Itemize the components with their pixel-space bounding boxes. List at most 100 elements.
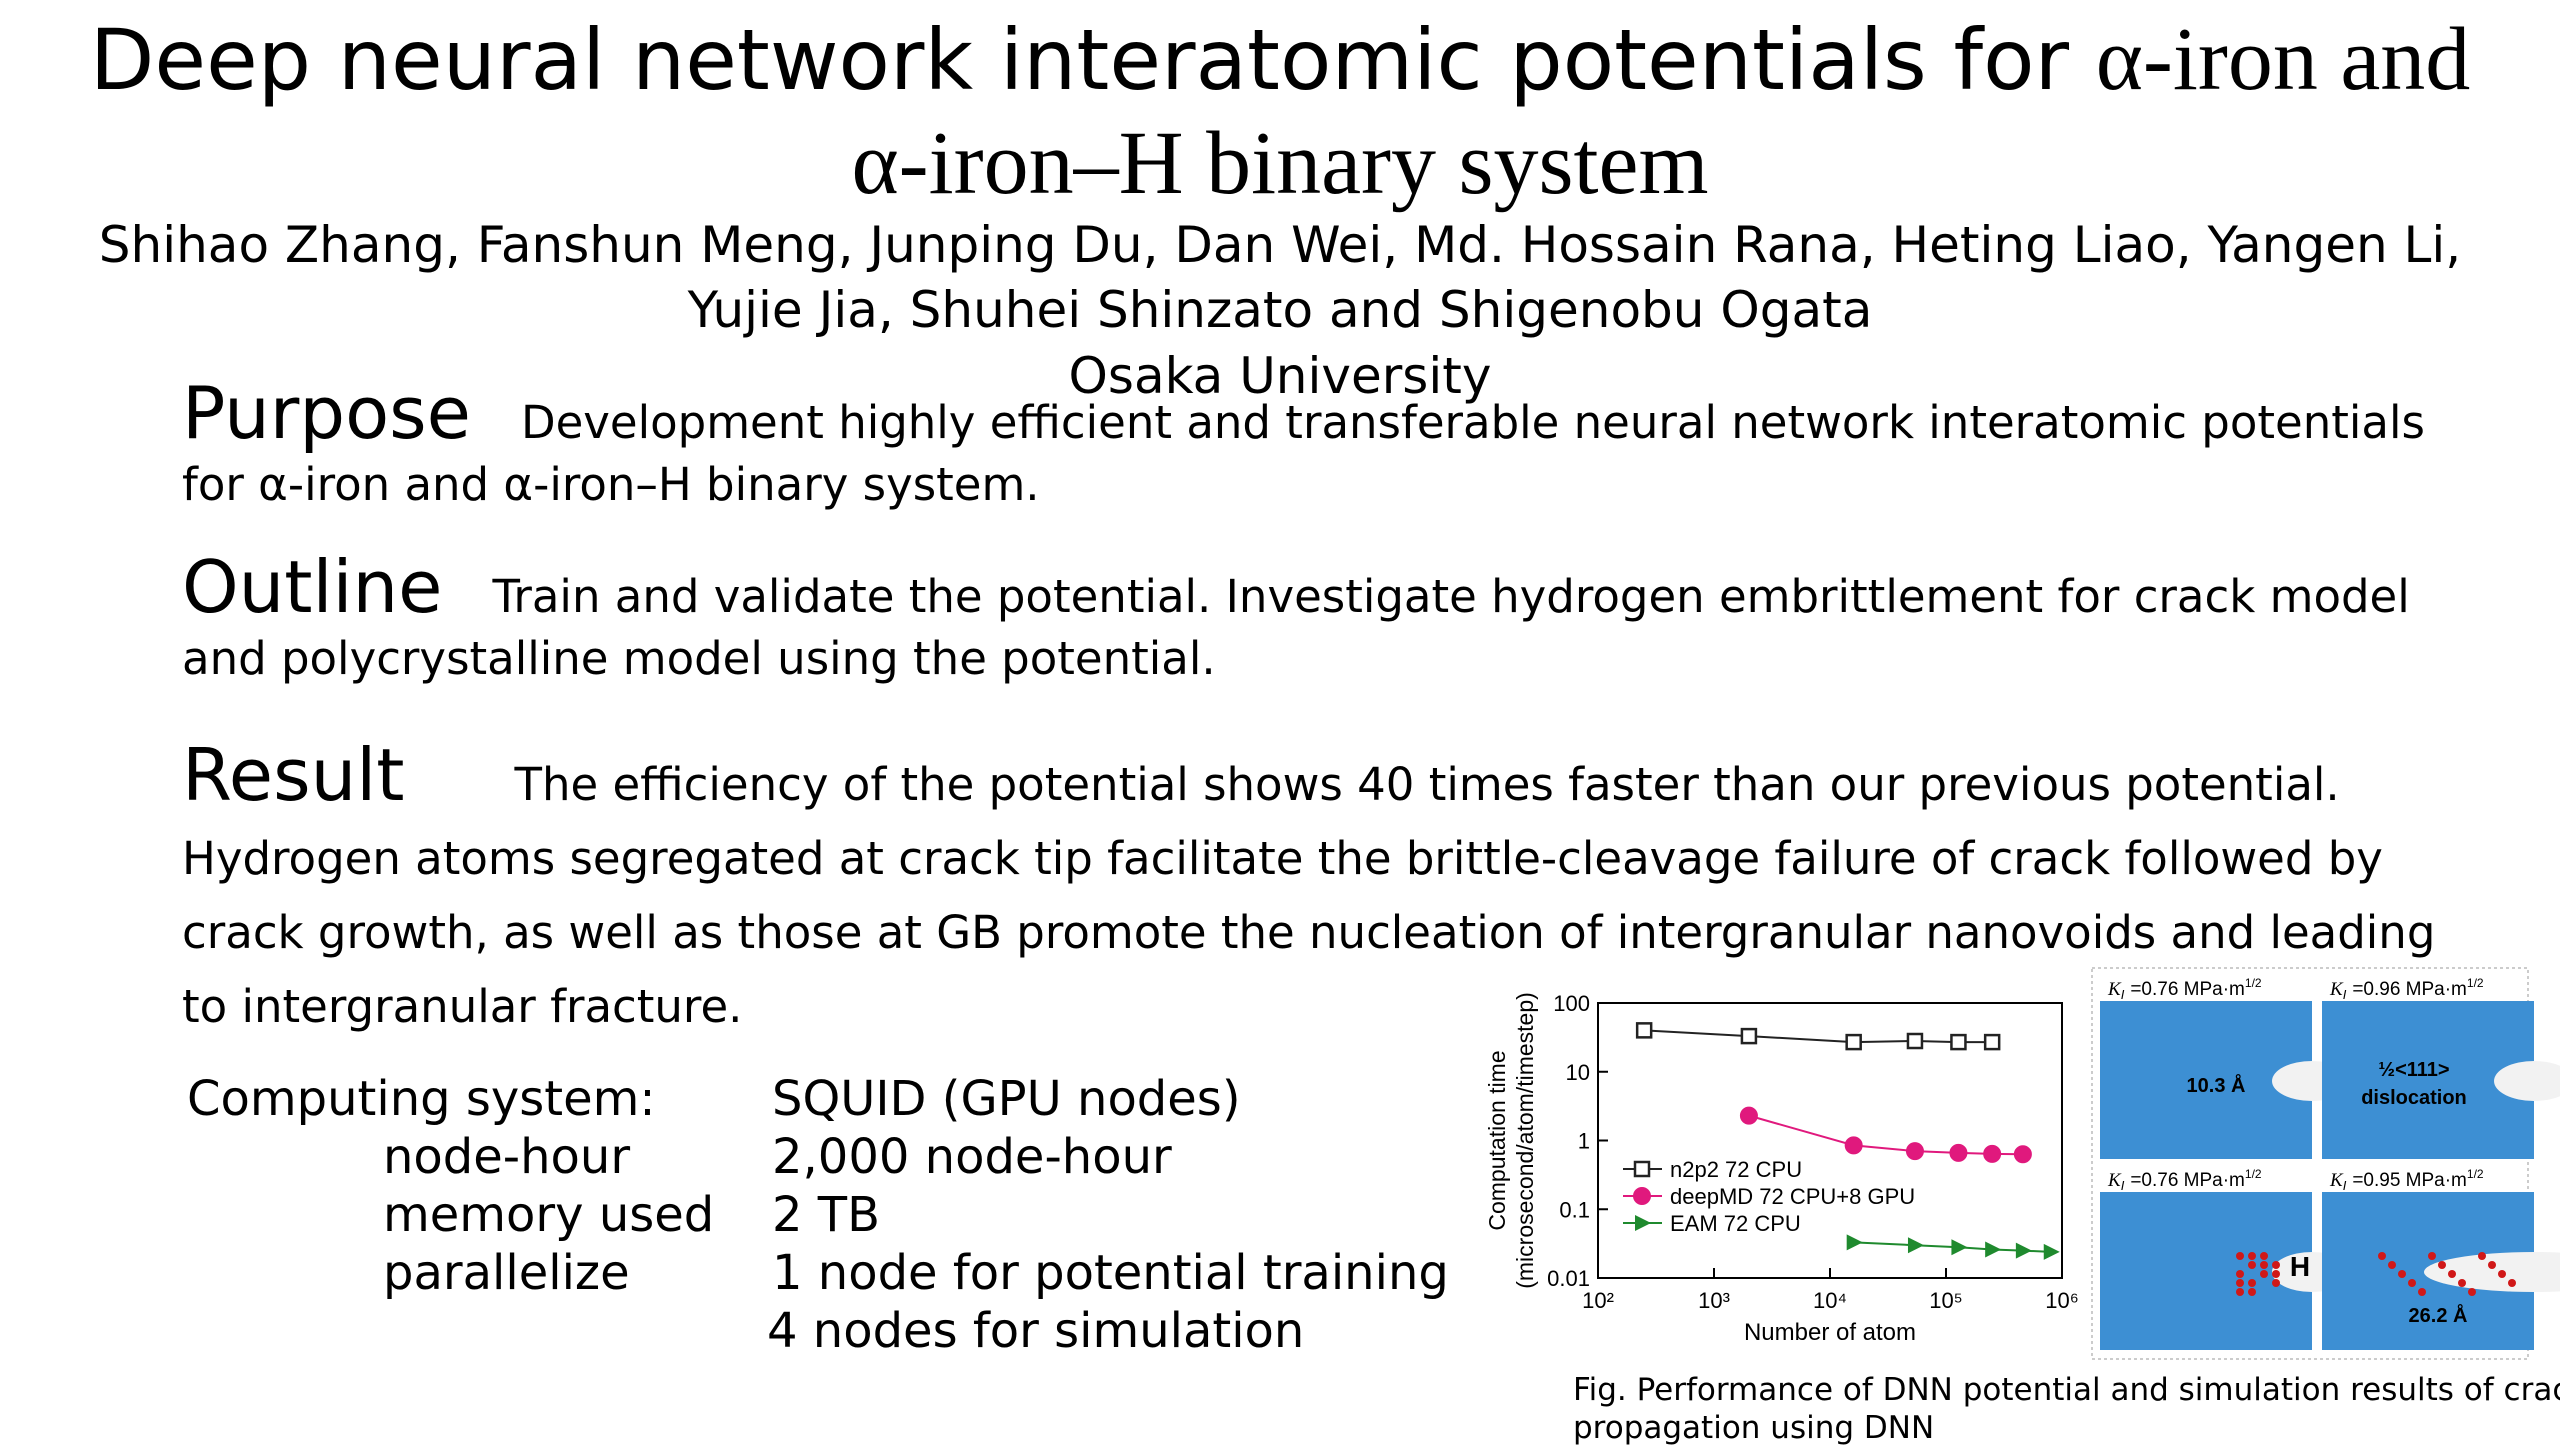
computing-value: 2 TB xyxy=(772,1187,881,1243)
legend-marker xyxy=(1635,1215,1651,1231)
h-atom xyxy=(2236,1270,2244,1278)
caption: Fig. Performance of DNN potential and si… xyxy=(1573,1372,2560,1408)
series-line xyxy=(1644,1029,1993,1044)
h-atom xyxy=(2236,1288,2244,1296)
panel-label-sup: 1/2 xyxy=(2467,976,2484,990)
computing-label: memory used xyxy=(383,1187,715,1243)
computing-value: SQUID (GPU nodes) xyxy=(772,1071,1241,1127)
h-atom xyxy=(2428,1252,2436,1260)
panel-label-sub: I xyxy=(2343,987,2347,1002)
section-text: Train and validate the potential. Invest… xyxy=(182,570,2410,685)
title: α-iron–H binary system xyxy=(851,114,1709,213)
h-atom xyxy=(2378,1252,2386,1260)
legend-marker xyxy=(1633,1187,1651,1205)
panel-label-sup: 1/2 xyxy=(2245,1167,2262,1181)
h-atom xyxy=(2508,1279,2516,1287)
h-atom xyxy=(2260,1252,2268,1260)
h-atom xyxy=(2418,1288,2426,1296)
crack xyxy=(2494,1061,2560,1101)
panel-label: KI =0.76 MPa·m1/2 xyxy=(2107,1167,2262,1193)
section: Outline Train and validate the potential.… xyxy=(182,551,2482,690)
data-point xyxy=(1949,1143,1968,1162)
h-atom xyxy=(2478,1252,2486,1260)
data-point xyxy=(1985,1241,2002,1258)
h-atom xyxy=(2260,1270,2268,1278)
panel-label-value: =0.95 MPa·m xyxy=(2352,1170,2467,1191)
affiliation: Osaka University xyxy=(1068,347,1492,405)
panel-frame xyxy=(2091,967,2529,1360)
section-heading: Purpose xyxy=(182,371,471,455)
panel-label-sub: I xyxy=(2343,1178,2347,1193)
data-point xyxy=(1907,1237,1924,1254)
legend-label: EAM 72 CPU xyxy=(1670,1211,1801,1236)
legend-label: deepMD 72 CPU+8 GPU xyxy=(1670,1184,1915,1209)
data-point xyxy=(1740,1027,1758,1045)
authors: Yujie Jia, Shuhei Shinzato and Shigenobu… xyxy=(687,281,1873,339)
panel-label: KI =0.76 MPa·m1/2 xyxy=(2107,976,2262,1002)
h-atom xyxy=(2468,1288,2476,1296)
legend-label: n2p2 72 CPU xyxy=(1670,1157,1802,1182)
h-atom xyxy=(2272,1261,2280,1269)
x-tick-label: 10⁴ xyxy=(1813,1288,1847,1313)
y-axis-label: (microsecond/atom/timestep) xyxy=(1512,992,1538,1289)
x-tick-label: 10⁵ xyxy=(1929,1288,1963,1313)
section-heading: Outline xyxy=(182,545,443,629)
data-point xyxy=(1845,1033,1862,1051)
computing-label: parallelize xyxy=(383,1245,630,1301)
title: Deep neural network interatomic potentia… xyxy=(89,11,2070,109)
panel-label-sub: I xyxy=(2121,1178,2125,1193)
data-point xyxy=(1905,1142,1924,1161)
panel-label-sup: 1/2 xyxy=(2467,1167,2484,1181)
panel-label-value: =0.76 MPa·m xyxy=(2130,979,2245,1000)
x-tick-label: 10⁶ xyxy=(2045,1288,2079,1313)
data-point xyxy=(1951,1239,1968,1256)
data-point xyxy=(1983,1033,2001,1051)
computing-value: 1 node for potential training xyxy=(772,1245,1449,1301)
h-atom xyxy=(2408,1279,2416,1287)
authors: Shihao Zhang, Fanshun Meng, Junping Du, … xyxy=(98,216,2462,274)
panel-label-sub: I xyxy=(2121,987,2125,1002)
legend-marker xyxy=(1633,1160,1651,1178)
section: Result The efficiency of the potential sh… xyxy=(182,738,2482,1044)
x-axis-label: Number of atom xyxy=(1744,1319,1916,1346)
h-atom xyxy=(2488,1261,2496,1269)
panel-note: 10.3 Å xyxy=(2187,1073,2246,1097)
panel-label-sup: 1/2 xyxy=(2245,976,2262,990)
data-point xyxy=(1844,1136,1863,1155)
data-point xyxy=(1950,1033,1967,1051)
computing-value: 2,000 node-hour xyxy=(772,1129,1172,1185)
h-atom xyxy=(2398,1270,2406,1278)
h-atom xyxy=(2236,1252,2244,1260)
panel-label: KI =0.95 MPa·m1/2 xyxy=(2329,1167,2484,1193)
y-tick-label: 10 xyxy=(1566,1060,1590,1085)
y-tick-label: 100 xyxy=(1553,991,1590,1016)
h-atom xyxy=(2388,1261,2396,1269)
panel-note: 26.2 Å xyxy=(2409,1303,2468,1327)
panel-label-k: K xyxy=(2329,979,2344,1000)
h-atom xyxy=(2248,1252,2256,1260)
h-atom xyxy=(2236,1279,2244,1287)
section-text: Development highly efficient and transfe… xyxy=(182,396,2425,511)
title-line: Deep neural network interatomic potentia… xyxy=(0,8,2560,111)
data-point xyxy=(1635,1022,1653,1039)
series-line xyxy=(1748,1114,2023,1156)
data-point xyxy=(2013,1145,2032,1164)
h-atom xyxy=(2438,1261,2446,1269)
h-atom xyxy=(2248,1288,2256,1296)
h-atom xyxy=(2498,1270,2506,1278)
section-text: The efficiency of the potential shows 40… xyxy=(182,758,2436,1033)
computing-value: 4 nodes for simulation xyxy=(767,1303,1305,1359)
data-point xyxy=(2043,1243,2060,1260)
panel-label-k: K xyxy=(2329,1170,2344,1191)
panel-label-k: K xyxy=(2107,979,2122,1000)
y-tick-label: 0.1 xyxy=(1559,1197,1590,1222)
x-tick-label: 10² xyxy=(1582,1288,1614,1313)
computing-label: Computing system: xyxy=(187,1071,656,1127)
h-atom xyxy=(2248,1279,2256,1287)
section-heading: Result xyxy=(182,733,405,817)
y-tick-label: 0.01 xyxy=(1547,1266,1590,1291)
h-atom xyxy=(2272,1270,2280,1278)
data-point xyxy=(1983,1144,2002,1163)
